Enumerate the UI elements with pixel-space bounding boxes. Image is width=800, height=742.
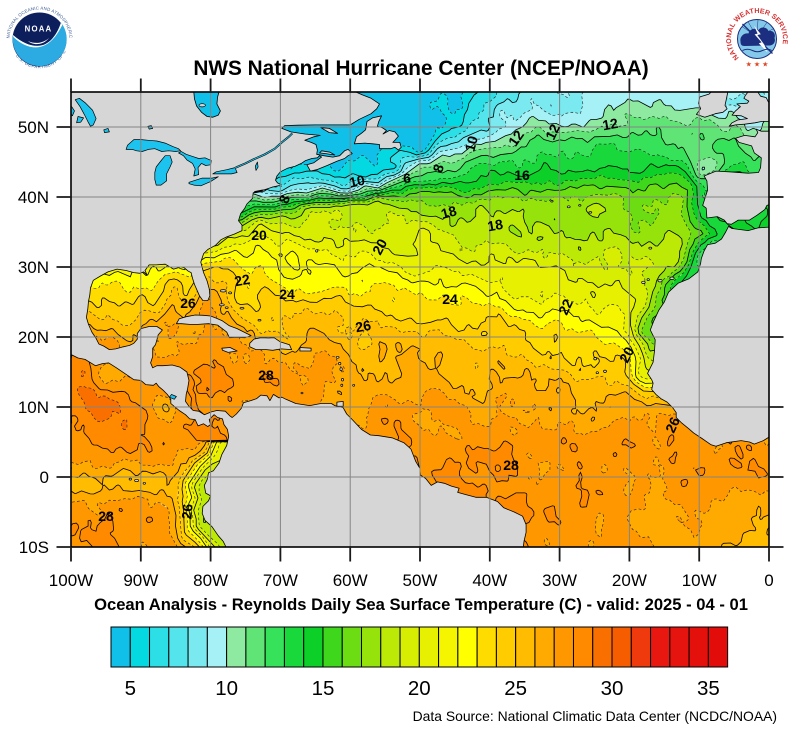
svg-text:26: 26 (178, 503, 195, 520)
svg-text:10: 10 (348, 172, 367, 191)
svg-text:20: 20 (251, 227, 267, 243)
svg-text:6: 6 (403, 170, 411, 186)
svg-text:80W: 80W (193, 571, 228, 590)
svg-text:70W: 70W (263, 571, 298, 590)
svg-text:15: 15 (312, 677, 335, 700)
svg-text:10N: 10N (18, 398, 49, 417)
svg-text:40N: 40N (18, 188, 49, 207)
svg-text:28: 28 (258, 367, 274, 383)
svg-text:10: 10 (461, 134, 481, 153)
svg-text:26: 26 (662, 414, 683, 435)
svg-text:90W: 90W (123, 571, 158, 590)
svg-text:5: 5 (125, 677, 136, 700)
svg-text:12: 12 (601, 115, 619, 133)
svg-text:20: 20 (616, 344, 638, 365)
svg-text:24: 24 (279, 286, 295, 302)
svg-text:50W: 50W (403, 571, 438, 590)
svg-text:50N: 50N (18, 118, 49, 137)
svg-text:Data Source: National Climatic: Data Source: National Climatic Data Cent… (413, 708, 777, 724)
svg-text:26: 26 (180, 295, 196, 311)
svg-text:35: 35 (697, 677, 720, 700)
svg-text:18: 18 (486, 216, 504, 234)
svg-text:60W: 60W (333, 571, 368, 590)
svg-text:16: 16 (514, 167, 530, 183)
svg-text:100W: 100W (49, 571, 93, 590)
svg-text:28: 28 (503, 457, 519, 473)
svg-text:22: 22 (233, 271, 251, 289)
svg-text:20N: 20N (18, 328, 49, 347)
svg-text:18: 18 (439, 202, 458, 222)
svg-text:0: 0 (764, 571, 773, 590)
svg-text:28: 28 (98, 508, 114, 524)
svg-text:NOAA: NOAA (25, 25, 53, 34)
svg-text:30: 30 (601, 677, 624, 700)
svg-text:0: 0 (40, 468, 49, 487)
svg-text:NWS National Hurricane Center: NWS National Hurricane Center (NCEP/NOAA… (193, 57, 648, 80)
svg-text:24: 24 (442, 291, 458, 307)
svg-text:40W: 40W (472, 571, 507, 590)
svg-text:20W: 20W (612, 571, 647, 590)
svg-text:20: 20 (369, 236, 391, 257)
svg-text:30N: 30N (18, 258, 49, 277)
svg-text:12: 12 (542, 121, 563, 142)
svg-text:10W: 10W (682, 571, 717, 590)
svg-text:22: 22 (555, 296, 576, 317)
svg-text:30W: 30W (542, 571, 577, 590)
svg-text:10: 10 (215, 677, 238, 700)
svg-text:20: 20 (408, 677, 431, 700)
svg-text:Ocean Analysis - Reynolds Dail: Ocean Analysis - Reynolds Daily Sea Surf… (94, 595, 748, 614)
svg-text:26: 26 (354, 317, 372, 335)
svg-text:★ ★ ★: ★ ★ ★ (746, 61, 769, 69)
svg-text:25: 25 (504, 677, 527, 700)
svg-text:10S: 10S (19, 538, 49, 557)
